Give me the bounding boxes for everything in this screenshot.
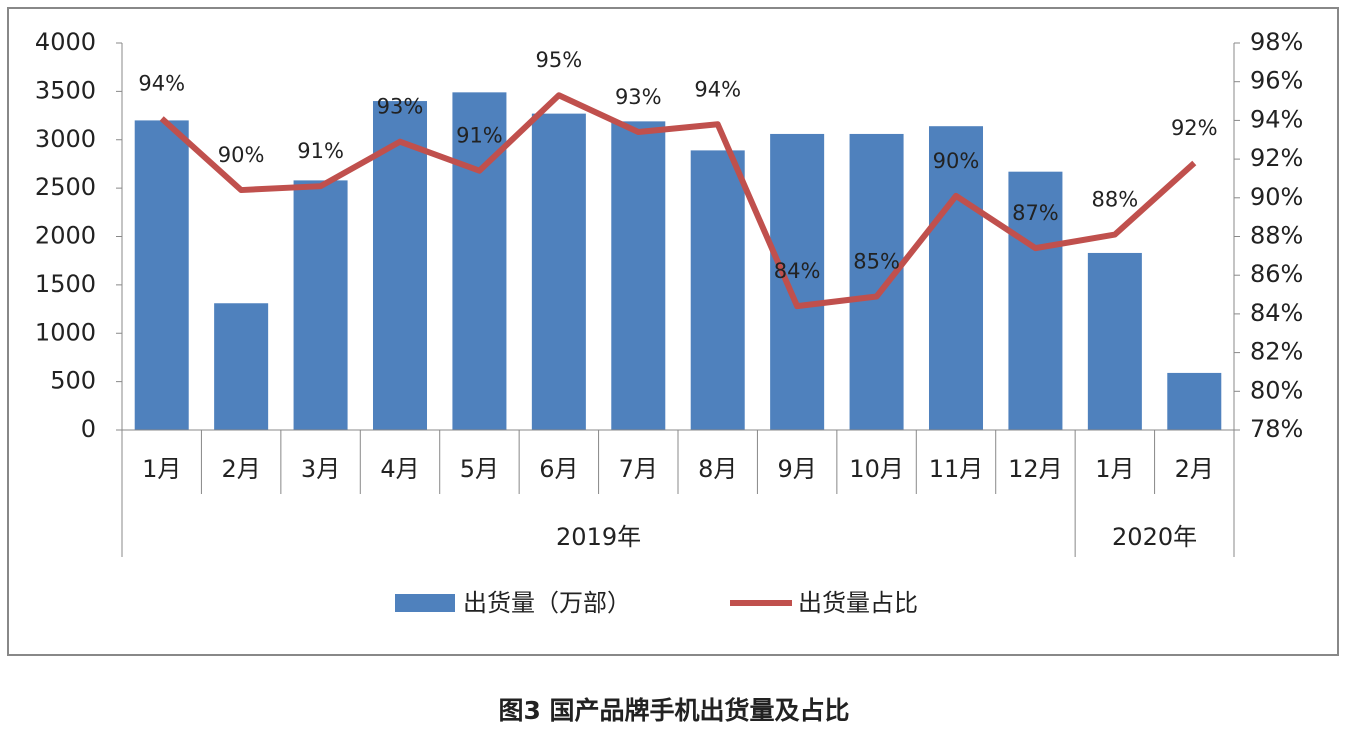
data-label: 94% xyxy=(138,71,185,95)
y-tick-label: 500 xyxy=(50,367,96,395)
y2-tick-label: 80% xyxy=(1250,376,1303,404)
x-tick-label: 2月 xyxy=(1175,455,1214,483)
bar xyxy=(1008,171,1063,431)
x-tick-label: 5月 xyxy=(460,455,499,483)
x-tick-label: 11月 xyxy=(929,455,984,483)
y2-tick-label: 78% xyxy=(1250,415,1303,443)
data-label: 90% xyxy=(933,149,980,173)
bar xyxy=(928,126,984,430)
x-tick-label: 7月 xyxy=(619,455,658,483)
y-tick-label: 2000 xyxy=(35,222,96,250)
data-label: 84% xyxy=(774,259,821,283)
data-label: 91% xyxy=(456,124,503,148)
y2-tick-label: 94% xyxy=(1250,105,1303,133)
x-tick-label: 12月 xyxy=(1008,455,1063,483)
y2-tick-label: 90% xyxy=(1250,183,1303,211)
x-tick-label: 2月 xyxy=(222,455,261,483)
bar xyxy=(849,133,904,430)
data-label: 88% xyxy=(1092,188,1139,212)
data-label: 93% xyxy=(377,95,424,119)
data-label: 92% xyxy=(1171,116,1218,140)
legend-label: 出货量（万部） xyxy=(463,589,631,617)
bar xyxy=(1087,252,1142,430)
bar xyxy=(1167,372,1222,430)
y-tick-label: 3000 xyxy=(35,125,96,153)
y-tick-label: 1500 xyxy=(35,270,96,298)
x-tick-label: 6月 xyxy=(539,455,578,483)
bar xyxy=(372,101,428,431)
x-tick-label: 1月 xyxy=(142,455,181,483)
bar xyxy=(214,303,269,430)
y2-tick-label: 96% xyxy=(1250,67,1303,95)
x-tick-label: 9月 xyxy=(778,455,817,483)
x-tick-label: 8月 xyxy=(698,455,737,483)
y2-tick-label: 86% xyxy=(1250,260,1303,288)
group-label: 2019年 xyxy=(556,523,641,551)
legend-label: 出货量占比 xyxy=(798,589,918,617)
y2-tick-label: 98% xyxy=(1250,28,1303,56)
bar xyxy=(770,133,825,430)
data-label: 91% xyxy=(297,139,344,163)
bar xyxy=(134,120,189,431)
caption: 图3 国产品牌手机出货量及占比 xyxy=(498,696,849,725)
y-tick-label: 4000 xyxy=(35,28,96,56)
data-label: 93% xyxy=(615,85,662,109)
x-tick-label: 4月 xyxy=(380,455,419,483)
y2-tick-label: 92% xyxy=(1250,144,1303,172)
bar xyxy=(611,121,666,431)
group-label: 2020年 xyxy=(1112,523,1197,551)
data-label: 95% xyxy=(536,48,583,72)
x-tick-label: 3月 xyxy=(301,455,340,483)
y-tick-label: 0 xyxy=(81,415,96,443)
data-label: 87% xyxy=(1012,201,1059,225)
data-label: 94% xyxy=(694,77,741,101)
bar xyxy=(531,113,586,430)
y2-tick-label: 88% xyxy=(1250,222,1303,250)
data-label: 85% xyxy=(853,249,900,273)
y2-tick-label: 82% xyxy=(1250,338,1303,366)
bar xyxy=(452,92,507,430)
x-tick-label: 1月 xyxy=(1095,455,1134,483)
data-label: 90% xyxy=(218,143,265,167)
x-tick-label: 10月 xyxy=(849,455,904,483)
y-tick-label: 2500 xyxy=(35,173,96,201)
y2-tick-label: 84% xyxy=(1250,299,1303,327)
y-tick-label: 1000 xyxy=(35,318,96,346)
legend-swatch xyxy=(395,594,455,612)
line xyxy=(159,92,1197,310)
bar xyxy=(293,180,348,430)
y-tick-label: 3500 xyxy=(35,76,96,104)
bar xyxy=(690,150,745,430)
